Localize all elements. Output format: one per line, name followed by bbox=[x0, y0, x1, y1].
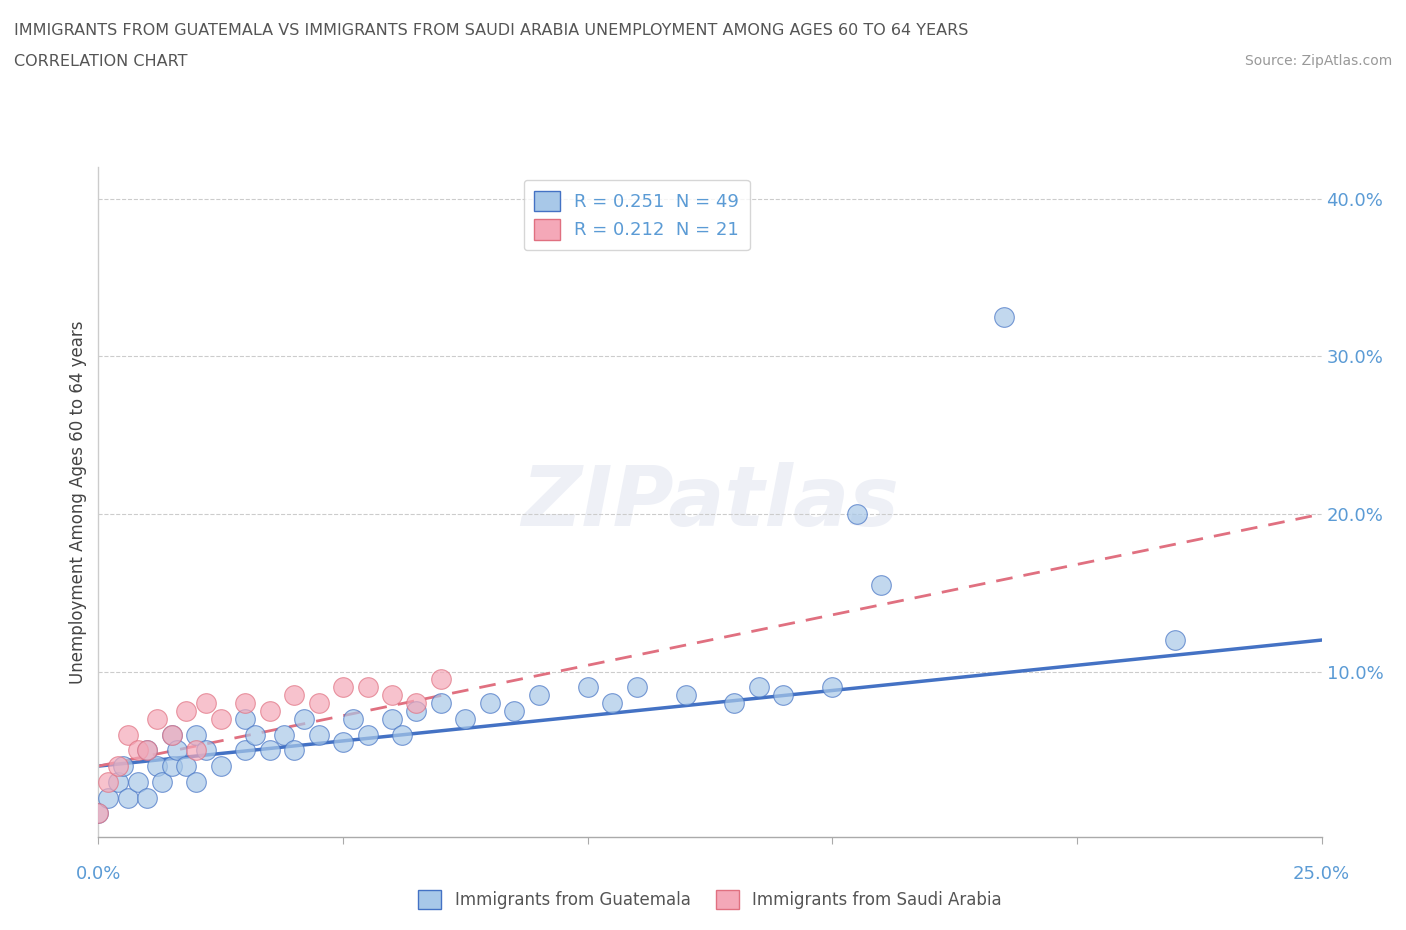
Point bbox=[845, 507, 868, 522]
Point bbox=[136, 743, 159, 758]
Point bbox=[233, 711, 256, 726]
Point bbox=[97, 790, 120, 805]
Point bbox=[195, 743, 218, 758]
Text: ZIPatlas: ZIPatlas bbox=[522, 461, 898, 543]
Point bbox=[259, 703, 281, 718]
Point bbox=[176, 759, 198, 774]
Point bbox=[332, 680, 354, 695]
Point bbox=[821, 680, 844, 695]
Point bbox=[283, 743, 305, 758]
Point bbox=[430, 672, 453, 687]
Point bbox=[97, 775, 120, 790]
Point bbox=[527, 688, 550, 703]
Point bbox=[243, 727, 266, 742]
Point bbox=[127, 743, 149, 758]
Point bbox=[391, 727, 413, 742]
Point bbox=[283, 688, 305, 703]
Point bbox=[356, 680, 378, 695]
Point bbox=[723, 696, 745, 711]
Point bbox=[186, 775, 208, 790]
Point bbox=[146, 759, 169, 774]
Point bbox=[87, 806, 110, 821]
Point bbox=[748, 680, 770, 695]
Point bbox=[308, 696, 330, 711]
Point bbox=[342, 711, 364, 726]
Y-axis label: Unemployment Among Ages 60 to 64 years: Unemployment Among Ages 60 to 64 years bbox=[69, 321, 87, 684]
Point bbox=[166, 743, 188, 758]
Legend: Immigrants from Guatemala, Immigrants from Saudi Arabia: Immigrants from Guatemala, Immigrants fr… bbox=[412, 884, 1008, 916]
Point bbox=[195, 696, 218, 711]
Text: CORRELATION CHART: CORRELATION CHART bbox=[14, 54, 187, 69]
Point bbox=[576, 680, 599, 695]
Point bbox=[1164, 632, 1187, 647]
Point bbox=[454, 711, 477, 726]
Point bbox=[273, 727, 295, 742]
Point bbox=[87, 806, 110, 821]
Point bbox=[136, 743, 159, 758]
Point bbox=[993, 310, 1015, 325]
Text: IMMIGRANTS FROM GUATEMALA VS IMMIGRANTS FROM SAUDI ARABIA UNEMPLOYMENT AMONG AGE: IMMIGRANTS FROM GUATEMALA VS IMMIGRANTS … bbox=[14, 23, 969, 38]
Point bbox=[127, 775, 149, 790]
Point bbox=[870, 578, 893, 592]
Point bbox=[600, 696, 623, 711]
Point bbox=[308, 727, 330, 742]
Point bbox=[332, 735, 354, 750]
Point bbox=[107, 775, 129, 790]
Point bbox=[405, 696, 427, 711]
Text: 0.0%: 0.0% bbox=[76, 865, 121, 884]
Point bbox=[136, 790, 159, 805]
Text: Source: ZipAtlas.com: Source: ZipAtlas.com bbox=[1244, 54, 1392, 68]
Point bbox=[150, 775, 173, 790]
Point bbox=[176, 703, 198, 718]
Point bbox=[292, 711, 315, 726]
Point bbox=[111, 759, 134, 774]
Point bbox=[626, 680, 648, 695]
Point bbox=[381, 711, 404, 726]
Point bbox=[478, 696, 501, 711]
Point bbox=[405, 703, 427, 718]
Point bbox=[117, 790, 139, 805]
Point bbox=[430, 696, 453, 711]
Point bbox=[675, 688, 697, 703]
Point bbox=[186, 743, 208, 758]
Point bbox=[259, 743, 281, 758]
Point bbox=[107, 759, 129, 774]
Point bbox=[503, 703, 526, 718]
Point bbox=[356, 727, 378, 742]
Point bbox=[186, 727, 208, 742]
Point bbox=[117, 727, 139, 742]
Point bbox=[160, 727, 183, 742]
Point bbox=[772, 688, 794, 703]
Point bbox=[160, 727, 183, 742]
Text: 25.0%: 25.0% bbox=[1294, 865, 1350, 884]
Point bbox=[146, 711, 169, 726]
Point bbox=[209, 711, 232, 726]
Point bbox=[209, 759, 232, 774]
Point bbox=[233, 696, 256, 711]
Point bbox=[381, 688, 404, 703]
Point bbox=[160, 759, 183, 774]
Point bbox=[233, 743, 256, 758]
